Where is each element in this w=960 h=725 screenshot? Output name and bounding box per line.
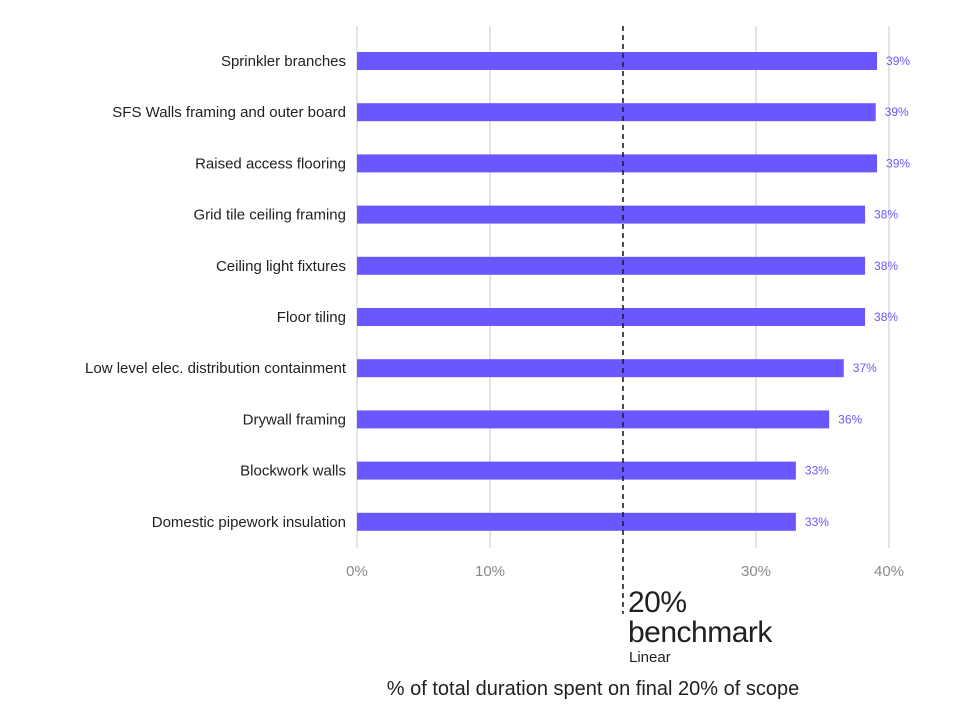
bars [357,52,878,531]
category-label: Drywall framing [243,411,346,428]
value-label: 33% [805,515,829,529]
benchmark-value: 20% [628,586,687,619]
value-label: 38% [874,208,898,222]
category-label: Raised access flooring [195,155,346,172]
bar [357,256,866,275]
bar [357,308,866,326]
value-label: 36% [838,412,862,426]
x-tick-label: 10% [475,563,505,580]
value-label: 38% [874,310,898,324]
category-label: Blockwork walls [240,463,346,480]
bar [357,512,796,531]
category-label: Low level elec. distribution containment [85,360,347,377]
category-label: Domestic pipework insulation [152,514,346,531]
bar [357,461,796,480]
bar [357,52,878,70]
value-label: 33% [805,464,829,478]
value-label: 37% [853,361,877,375]
category-label: Ceiling light fixtures [216,258,346,275]
bar [357,359,844,378]
x-tick-label: 30% [741,563,771,580]
value-label: 38% [874,259,898,273]
bar [357,205,866,224]
bar [357,410,830,429]
value-label: 39% [886,156,910,170]
x-axis-ticks: 0% 10% 30% 40% [346,563,904,580]
category-label: SFS Walls framing and outer board [112,104,346,121]
x-axis-title: % of total duration spent on final 20% o… [387,678,800,700]
category-label: Sprinkler branches [221,53,346,70]
value-label: 39% [886,54,910,68]
category-labels: Sprinkler branches SFS Walls framing and … [85,53,347,531]
bar [357,103,876,122]
value-label: 39% [885,105,909,119]
category-label: Floor tiling [277,309,346,326]
x-tick-label: 40% [874,563,904,580]
benchmark-title: benchmark [628,616,773,649]
benchmark-subtitle: Linear [629,649,671,666]
value-labels: 39% 39% 39% 38% 38% 38% 37% 36% 33% 33% [805,54,910,529]
x-tick-label: 0% [346,563,368,580]
bar [357,154,878,173]
category-label: Grid tile ceiling framing [193,207,346,224]
